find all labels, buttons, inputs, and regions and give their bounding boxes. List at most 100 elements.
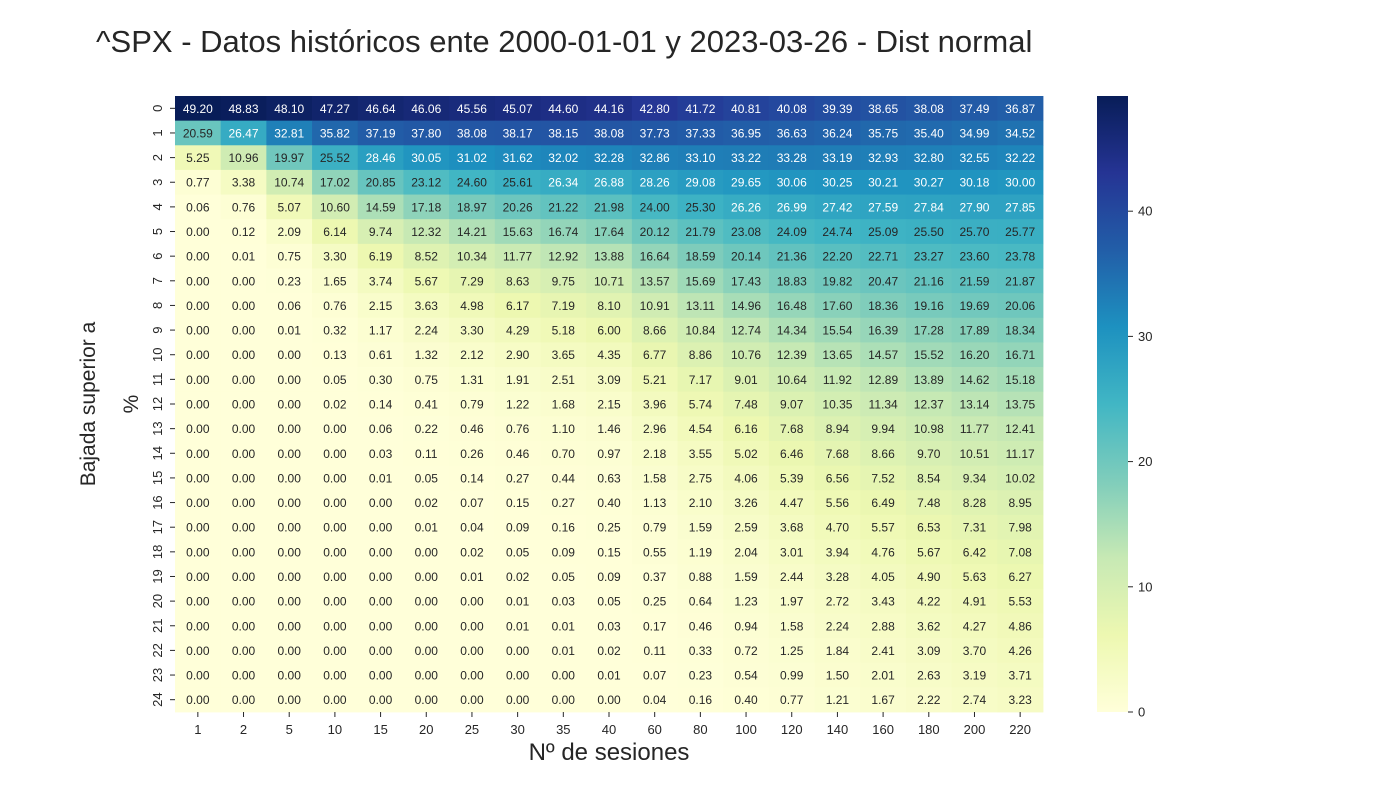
heatmap-cell bbox=[266, 268, 313, 294]
heatmap-cell bbox=[403, 490, 450, 516]
cell-value-label: 1.17 bbox=[369, 324, 393, 338]
heatmap-cell bbox=[449, 219, 496, 245]
cell-value-label: 0.05 bbox=[415, 471, 439, 485]
cell-value-label: 27.42 bbox=[822, 200, 852, 214]
cell-value-label: 0.01 bbox=[278, 324, 302, 338]
heatmap-cell bbox=[951, 391, 998, 417]
heatmap-cell bbox=[540, 243, 587, 269]
cell-value-label: 0.01 bbox=[506, 619, 530, 633]
cell-value-label: 0.02 bbox=[323, 398, 347, 412]
cell-value-label: 14.34 bbox=[777, 324, 807, 338]
cell-value-label: 0.00 bbox=[278, 496, 302, 510]
cell-value-label: 7.17 bbox=[689, 373, 713, 387]
heatmap-cell bbox=[631, 268, 678, 294]
y-tick-label: 17 bbox=[150, 520, 165, 534]
heatmap-cell bbox=[312, 391, 359, 417]
heatmap-cell bbox=[540, 687, 587, 713]
heatmap-cell bbox=[540, 490, 587, 516]
heatmap-cell bbox=[266, 564, 313, 590]
heatmap-cell bbox=[494, 342, 541, 368]
cell-value-label: 0.00 bbox=[232, 447, 256, 461]
cell-value-label: 0.15 bbox=[506, 496, 530, 510]
cell-value-label: 8.94 bbox=[826, 422, 850, 436]
cell-value-label: 3.30 bbox=[323, 250, 347, 264]
colorbar-tick-label: 20 bbox=[1138, 454, 1152, 469]
heatmap-cell bbox=[540, 96, 587, 122]
heatmap-cell bbox=[540, 416, 587, 442]
heatmap-cell bbox=[586, 662, 633, 688]
heatmap-cell bbox=[494, 662, 541, 688]
heatmap-cell bbox=[220, 638, 267, 664]
cell-value-label: 4.06 bbox=[734, 471, 758, 485]
cell-value-label: 0.76 bbox=[323, 299, 347, 313]
cell-value-label: 0.00 bbox=[186, 398, 210, 412]
cell-value-label: 32.93 bbox=[868, 151, 898, 165]
cell-value-label: 6.53 bbox=[917, 521, 941, 535]
heatmap-cell bbox=[312, 539, 359, 565]
y-tick-label: 3 bbox=[150, 179, 165, 186]
heatmap-cell bbox=[723, 465, 770, 491]
cell-value-label: 1.97 bbox=[780, 595, 804, 609]
cell-value-label: 0.00 bbox=[460, 595, 484, 609]
heatmap-cell bbox=[677, 662, 724, 688]
heatmap-cell bbox=[312, 440, 359, 466]
cell-value-label: 15.63 bbox=[503, 225, 533, 239]
heatmap-cell bbox=[449, 514, 496, 540]
y-tick-label: 6 bbox=[150, 253, 165, 260]
heatmap-cell bbox=[814, 169, 861, 195]
heatmap-cell bbox=[905, 367, 953, 393]
heatmap-cell bbox=[814, 662, 861, 688]
heatmap-cell bbox=[220, 293, 267, 319]
cell-value-label: 0.88 bbox=[689, 570, 713, 584]
heatmap-cell bbox=[951, 539, 998, 565]
heatmap-cell bbox=[723, 243, 770, 269]
cell-value-label: 44.16 bbox=[594, 102, 624, 116]
heatmap-cell bbox=[951, 169, 998, 195]
heatmap-cell bbox=[312, 243, 359, 269]
heatmap-cell bbox=[905, 564, 953, 590]
cell-value-label: 0.63 bbox=[597, 471, 621, 485]
heatmap-cell bbox=[768, 638, 815, 664]
heatmap-cell bbox=[312, 120, 359, 146]
heatmap-cell bbox=[951, 293, 998, 319]
heatmap-cell bbox=[723, 687, 770, 713]
cell-value-label: 3.19 bbox=[963, 669, 987, 683]
cell-value-label: 21.98 bbox=[594, 200, 624, 214]
heatmap-cell bbox=[403, 293, 450, 319]
heatmap-cell bbox=[449, 588, 496, 614]
x-tick-label: 20 bbox=[419, 722, 433, 737]
cell-value-label: 3.09 bbox=[917, 644, 941, 658]
cell-value-label: 30.27 bbox=[914, 176, 944, 190]
cell-value-label: 5.56 bbox=[826, 496, 850, 510]
cell-value-label: 0.00 bbox=[278, 595, 302, 609]
heatmap-cell bbox=[266, 169, 313, 195]
cell-value-label: 5.63 bbox=[963, 570, 987, 584]
heatmap-cell bbox=[860, 194, 907, 220]
cell-value-label: 0.00 bbox=[278, 521, 302, 535]
cell-value-label: 5.21 bbox=[643, 373, 667, 387]
cell-value-label: 24.09 bbox=[777, 225, 807, 239]
cell-value-label: 8.10 bbox=[597, 299, 621, 313]
cell-value-label: 0.00 bbox=[186, 422, 210, 436]
cell-value-label: 11.34 bbox=[869, 398, 898, 412]
cell-value-label: 3.01 bbox=[780, 545, 804, 559]
y-tick-label: 1 bbox=[150, 129, 165, 136]
cell-value-label: 0.00 bbox=[186, 250, 210, 264]
cell-value-label: 0.00 bbox=[460, 644, 484, 658]
cell-value-label: 0.32 bbox=[323, 324, 347, 338]
y-tick-label: 24 bbox=[150, 692, 165, 706]
heatmap-cell bbox=[586, 342, 633, 368]
heatmap-cell bbox=[768, 342, 815, 368]
cell-value-label: 0.00 bbox=[278, 570, 302, 584]
heatmap-cell bbox=[586, 539, 633, 565]
heatmap-cell bbox=[357, 662, 404, 688]
cell-value-label: 25.50 bbox=[914, 225, 944, 239]
cell-value-label: 30.05 bbox=[411, 151, 441, 165]
heatmap-cell bbox=[723, 367, 770, 393]
heatmap-cell bbox=[723, 342, 770, 368]
heatmap-cell bbox=[723, 293, 770, 319]
heatmap-cell bbox=[723, 440, 770, 466]
cell-value-label: 0.00 bbox=[232, 324, 256, 338]
cell-value-label: 9.01 bbox=[734, 373, 758, 387]
